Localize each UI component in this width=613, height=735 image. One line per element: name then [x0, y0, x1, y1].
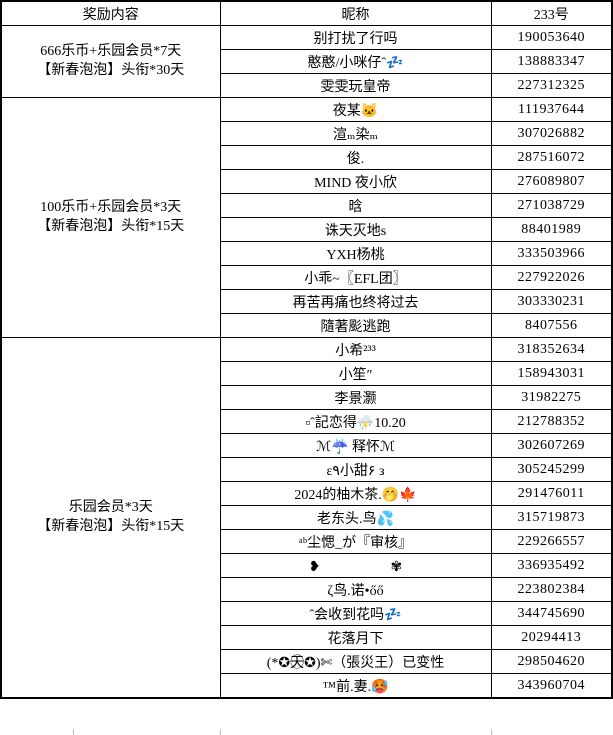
nickname-cell[interactable]: 2024的柚木茶.🤭🍁 [219, 481, 492, 506]
uid-cell[interactable]: 298504620 [490, 649, 613, 674]
header-row: 奖励内容 昵称 233号 [0, 0, 613, 26]
uid-cell[interactable]: 271038729 [490, 193, 613, 218]
table-row: ᵃᵇ尘愢_が『审核』 229266557 [1, 529, 613, 554]
reward-cell-group2[interactable]: 100乐币+乐园会员*3天 【新春泡泡】头衔*15天 [0, 97, 221, 338]
uid-cell[interactable]: 305245299 [490, 457, 613, 482]
table-row: ❥ ✾ 336935492 [1, 553, 613, 578]
uid-cell[interactable]: 158943031 [490, 361, 613, 386]
nickname-cell[interactable]: 小希²³³ [219, 337, 492, 362]
nickname-cell[interactable]: 雯雯玩皇帝 [219, 73, 492, 98]
uid-cell[interactable]: 31982275 [490, 385, 613, 410]
reward-line1: 666乐币+乐园会员*7天 [40, 43, 182, 59]
nickname-cell[interactable]: MIND 夜小欣 [219, 169, 492, 194]
nickname-cell[interactable]: ℳ☔ 释怀ℳ [219, 433, 492, 458]
table-row: 诛天灭地s 88401989 [1, 217, 613, 242]
nickname-cell[interactable]: 别打扰了行吗 [219, 25, 492, 50]
reward-line2: 【新春泡泡】头衔*15天 [37, 518, 185, 534]
nickname-cell[interactable]: (*✪天⃝✪)✄（張災王）已变性 [219, 649, 492, 674]
nickname-cell[interactable]: ™前.妻.🥵 [219, 673, 492, 699]
header-uid[interactable]: 233号 [490, 0, 613, 26]
table-row: 小乖~〖EFL团〗 227922026 [1, 265, 613, 290]
uid-cell[interactable]: 88401989 [490, 217, 613, 242]
reward-cell-group3[interactable]: 乐园会员*3天 【新春泡泡】头衔*15天 [0, 337, 221, 699]
nickname-cell[interactable]: 诛天灭地s [219, 217, 492, 242]
table-row: 花落月下 20294413 [1, 625, 613, 650]
table-row: 小笙″ 158943031 [1, 361, 613, 386]
nickname-cell[interactable]: 花落月下 [219, 625, 492, 650]
uid-cell[interactable]: 333503966 [490, 241, 613, 266]
uid-cell[interactable]: 8407556 [490, 313, 613, 338]
uid-cell[interactable]: 343960704 [490, 673, 613, 699]
table-row: (*✪天⃝✪)✄（張災王）已变性 298504620 [1, 649, 613, 674]
nickname-cell[interactable]: 小笙″ [219, 361, 492, 386]
uid-cell[interactable]: 20294413 [490, 625, 613, 650]
table-row: ℳ☔ 释怀ℳ 302607269 [1, 433, 613, 458]
reward-line2: 【新春泡泡】头衔*30天 [37, 62, 185, 78]
uid-cell[interactable]: 336935492 [490, 553, 613, 578]
table-row: ▫ˆ記恋得⛈️10.20 212788352 [1, 409, 613, 434]
nickname-cell[interactable]: 李景灏 [219, 385, 492, 410]
uid-cell[interactable]: 287516072 [490, 145, 613, 170]
table-row: 李景灏 31982275 [1, 385, 613, 410]
table-row: 隨著颩逃跑 8407556 [1, 313, 613, 338]
table-row: MIND 夜小欣 276089807 [1, 169, 613, 194]
table-row: 渲ₘ染ₘ 307026882 [1, 121, 613, 146]
nickname-cell[interactable]: 再苦再痛也终将过去 [219, 289, 492, 314]
uid-cell[interactable]: 344745690 [490, 601, 613, 626]
uid-cell[interactable]: 138883347 [490, 49, 613, 74]
uid-cell[interactable]: 307026882 [490, 121, 613, 146]
uid-cell[interactable]: 315719873 [490, 505, 613, 530]
gridline-stub [220, 729, 221, 735]
uid-cell[interactable]: 227922026 [490, 265, 613, 290]
uid-cell[interactable]: 276089807 [490, 169, 613, 194]
reward-line1: 100乐币+乐园会员*3天 [40, 199, 182, 215]
nickname-cell[interactable]: ᵃᵇ尘愢_が『审核』 [219, 529, 492, 554]
table-row: 100乐币+乐园会员*3天 【新春泡泡】头衔*15天 夜某🐱 111937644 [0, 97, 613, 338]
nickname-cell[interactable]: YXH杨桃 [219, 241, 492, 266]
nickname-cell[interactable]: 晗 [219, 193, 492, 218]
table-row: YXH杨桃 333503966 [1, 241, 613, 266]
reward-line1: 乐园会员*3天 [68, 499, 153, 515]
nickname-cell[interactable]: ▫ˆ記恋得⛈️10.20 [219, 409, 492, 434]
reward-line2: 【新春泡泡】头衔*15天 [37, 218, 185, 234]
uid-cell[interactable]: 303330231 [490, 289, 613, 314]
nickname-cell[interactable]: 老东头.鸟💦 [219, 505, 492, 530]
header-reward[interactable]: 奖励内容 [0, 0, 221, 26]
nickname-cell[interactable]: 小乖~〖EFL团〗 [219, 265, 492, 290]
uid-cell[interactable]: 227312325 [490, 73, 613, 98]
nickname-cell[interactable]: ˆ会收到花吗💤 [219, 601, 492, 626]
nickname-cell[interactable]: ζ鸟.诺•őő [219, 577, 492, 602]
uid-cell[interactable]: 111937644 [490, 97, 613, 122]
table-row: ˆ会收到花吗💤 344745690 [1, 601, 613, 626]
nickname-cell[interactable]: 夜某🐱 [219, 97, 492, 122]
table-row: 憨憨/小咪仔ˆ💤 138883347 [1, 49, 613, 74]
table-row: ζ鸟.诺•őő 223802384 [1, 577, 613, 602]
table-row: 俊. 287516072 [1, 145, 613, 170]
header-nickname[interactable]: 昵称 [219, 0, 492, 26]
gridline-stub [491, 729, 492, 735]
gridline-stub [73, 729, 74, 735]
uid-cell[interactable]: 212788352 [490, 409, 613, 434]
uid-cell[interactable]: 302607269 [490, 433, 613, 458]
uid-cell[interactable]: 318352634 [490, 337, 613, 362]
nickname-cell[interactable]: 隨著颩逃跑 [219, 313, 492, 338]
table-row: ™前.妻.🥵 343960704 [1, 673, 613, 699]
nickname-cell[interactable]: 憨憨/小咪仔ˆ💤 [219, 49, 492, 74]
uid-cell[interactable]: 223802384 [490, 577, 613, 602]
reward-cell-group1[interactable]: 666乐币+乐园会员*7天 【新春泡泡】头衔*30天 [0, 25, 221, 98]
table-row: 乐园会员*3天 【新春泡泡】头衔*15天 小希²³³ 318352634 [0, 337, 613, 699]
table-row: 晗 271038729 [1, 193, 613, 218]
uid-cell[interactable]: 229266557 [490, 529, 613, 554]
partial-gridlines [0, 729, 613, 735]
uid-cell[interactable]: 291476011 [490, 481, 613, 506]
nickname-cell[interactable]: ❥ ✾ [219, 553, 492, 578]
nickname-cell[interactable]: ε٩小甜۶ з [219, 457, 492, 482]
reward-table: 奖励内容 昵称 233号 666乐币+乐园会员*7天 【新春泡泡】头衔*30天 … [0, 0, 613, 699]
uid-cell[interactable]: 190053640 [490, 25, 613, 50]
table-row: 666乐币+乐园会员*7天 【新春泡泡】头衔*30天 别打扰了行吗 190053… [0, 25, 613, 98]
nickname-cell[interactable]: 渲ₘ染ₘ [219, 121, 492, 146]
nickname-cell[interactable]: 俊. [219, 145, 492, 170]
